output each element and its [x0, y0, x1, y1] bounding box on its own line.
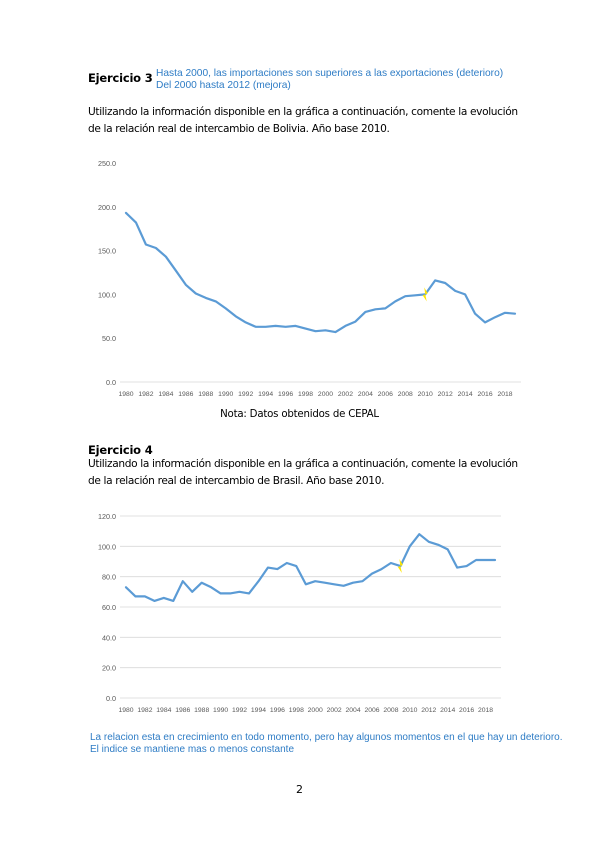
- highlight-marker: [422, 287, 428, 302]
- x-tick-label: 1982: [137, 707, 152, 714]
- series-line: [124, 211, 517, 334]
- y-tick-label: 120.0: [98, 512, 116, 521]
- y-tick-label: 60.0: [102, 603, 116, 612]
- y-tick-label: 200.0: [98, 203, 116, 212]
- x-tick-label: 1994: [251, 707, 266, 714]
- x-tick-label: 1998: [289, 707, 304, 714]
- ejercicio-3-answer-line-1: Hasta 2000, las importaciones son superi…: [156, 68, 504, 79]
- x-tick-label: 2014: [458, 391, 473, 398]
- page-number: 2: [296, 783, 303, 796]
- x-tick-label: 2014: [440, 707, 455, 714]
- ejercicio-3-answer-line-2: Del 2000 hasta 2012 (mejora): [156, 80, 291, 91]
- x-tick-label: 1998: [298, 391, 313, 398]
- ejercicio-4-prompt-line-1: Utilizando la información disponible en …: [88, 458, 518, 470]
- ejercicio-4-title: Ejercicio 4: [88, 443, 153, 457]
- y-tick-label: 20.0: [102, 664, 116, 673]
- x-tick-label: 2012: [421, 707, 436, 714]
- x-tick-label: 1980: [118, 391, 133, 398]
- ejercicio-4-answer: La relacion esta en crecimiento en todo …: [90, 732, 563, 756]
- series-line: [124, 533, 497, 603]
- x-tick-label: 1986: [175, 707, 190, 714]
- x-tick-label: 1984: [156, 707, 171, 714]
- bolivia-terms-of-trade-chart: 0.0 50.0 100.0 150.0 200.0 250.0 1980 1982 1984 1…: [98, 159, 521, 398]
- y-tick-label: 40.0: [102, 633, 116, 642]
- x-tick-label: 1992: [238, 391, 253, 398]
- ejercicio-3-title: Ejercicio 3: [88, 71, 153, 85]
- brasil-terms-of-trade-chart: 0.0 20.0 40.0 60.0 80.0 100.0 120.0 1980 1982 198…: [98, 512, 501, 714]
- x-tick-label: 2006: [364, 707, 379, 714]
- x-tick-label: 1982: [138, 391, 153, 398]
- x-tick-label: 2008: [398, 391, 413, 398]
- ejercicio-3-prompt-line-1: Utilizando la información disponible en …: [88, 106, 518, 118]
- y-tick-label: 150.0: [98, 247, 116, 256]
- x-tick-label: 2008: [383, 707, 398, 714]
- ejercicio-4-answer-line-1: La relacion esta en crecimiento en todo …: [90, 732, 563, 743]
- y-tick-label: 0.0: [106, 694, 116, 703]
- y-tick-label: 100.0: [98, 542, 116, 551]
- y-tick-label: 0.0: [106, 378, 116, 387]
- x-tick-label: 1994: [258, 391, 273, 398]
- x-tick-label: 1988: [198, 391, 213, 398]
- x-tick-label: 2010: [402, 707, 417, 714]
- x-tick-label: 1980: [118, 707, 133, 714]
- x-tick-label: 2012: [438, 391, 453, 398]
- ejercicio-3-answer: Hasta 2000, las importaciones son superi…: [156, 68, 503, 92]
- x-tick-label: 2004: [346, 707, 361, 714]
- x-tick-label: 1990: [213, 707, 228, 714]
- x-tick-label: 2002: [338, 391, 353, 398]
- y-tick-label: 250.0: [98, 159, 116, 168]
- x-tick-label: 2004: [358, 391, 373, 398]
- data-source-note: Nota: Datos obtenidos de CEPAL: [220, 409, 379, 420]
- highlight-marker: [397, 559, 403, 574]
- x-tick-label: 2016: [459, 707, 474, 714]
- x-tick-label: 2000: [318, 391, 333, 398]
- x-tick-label: 1984: [158, 391, 173, 398]
- ejercicio-4-prompt-line-2: de la relación real de intercambio de Br…: [88, 474, 385, 487]
- ejercicio-4-prompt: Utilizando la información disponible en …: [88, 456, 518, 489]
- x-tick-label: 2006: [378, 391, 393, 398]
- x-tick-label: 2016: [478, 391, 493, 398]
- x-tick-label: 2002: [327, 707, 342, 714]
- x-tick-label: 1996: [278, 391, 293, 398]
- x-tick-label: 1996: [270, 707, 285, 714]
- x-tick-label: 1986: [178, 391, 193, 398]
- x-tick-label: 2018: [478, 707, 493, 714]
- x-tick-label: 1992: [232, 707, 247, 714]
- ejercicio-4-answer-line-2: El indice se mantiene mas o menos consta…: [90, 744, 294, 755]
- ejercicio-3-prompt: Utilizando la información disponible en …: [88, 104, 518, 137]
- ejercicio-3-prompt-line-2: de la relación real de intercambio de Bo…: [88, 122, 390, 135]
- x-tick-label: 2000: [308, 707, 323, 714]
- x-tick-label: 2018: [497, 391, 512, 398]
- x-tick-label: 1988: [194, 707, 209, 714]
- x-tick-label: 2010: [418, 391, 433, 398]
- x-tick-label: 1990: [218, 391, 233, 398]
- y-tick-label: 50.0: [102, 334, 116, 343]
- y-tick-label: 80.0: [102, 573, 116, 582]
- y-tick-label: 100.0: [98, 290, 116, 299]
